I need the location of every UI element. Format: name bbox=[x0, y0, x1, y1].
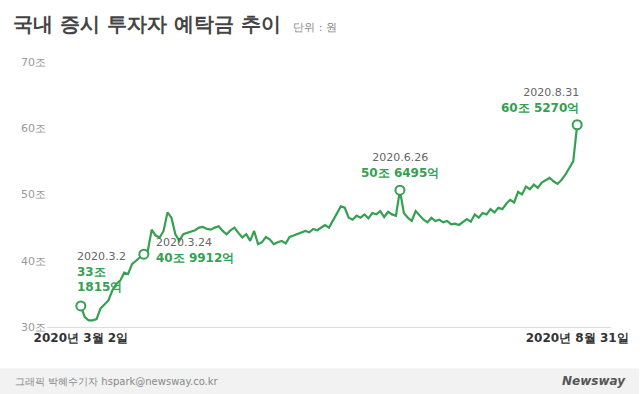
svg-text:70조: 70조 bbox=[21, 56, 46, 69]
svg-text:그래픽 박혜수기자 hspark@newsway.co.kr: 그래픽 박혜수기자 hspark@newsway.co.kr bbox=[15, 376, 219, 387]
svg-text:30조: 30조 bbox=[21, 321, 46, 334]
svg-text:2020년 3월 2일: 2020년 3월 2일 bbox=[34, 331, 128, 345]
svg-text:2020.3.2440조 9912억: 2020.3.2440조 9912억 bbox=[156, 236, 234, 265]
svg-text:국내 증시 투자자 예탁금 추이 단위 : 원: 국내 증시 투자자 예탁금 추이 단위 : 원 bbox=[13, 12, 337, 36]
svg-text:2020.6.2650조 6495억: 2020.6.2650조 6495억 bbox=[361, 151, 439, 180]
svg-text:2020.3.233조1815억: 2020.3.233조1815억 bbox=[77, 250, 126, 294]
svg-text:40조: 40조 bbox=[21, 255, 46, 268]
svg-text:Newsway: Newsway bbox=[562, 374, 626, 388]
svg-text:50조: 50조 bbox=[21, 188, 46, 201]
svg-text:2020년 8월 31일: 2020년 8월 31일 bbox=[526, 331, 629, 345]
svg-text:2020.8.3160조 5270억: 2020.8.3160조 5270억 bbox=[501, 86, 579, 115]
svg-text:60조: 60조 bbox=[21, 122, 46, 135]
